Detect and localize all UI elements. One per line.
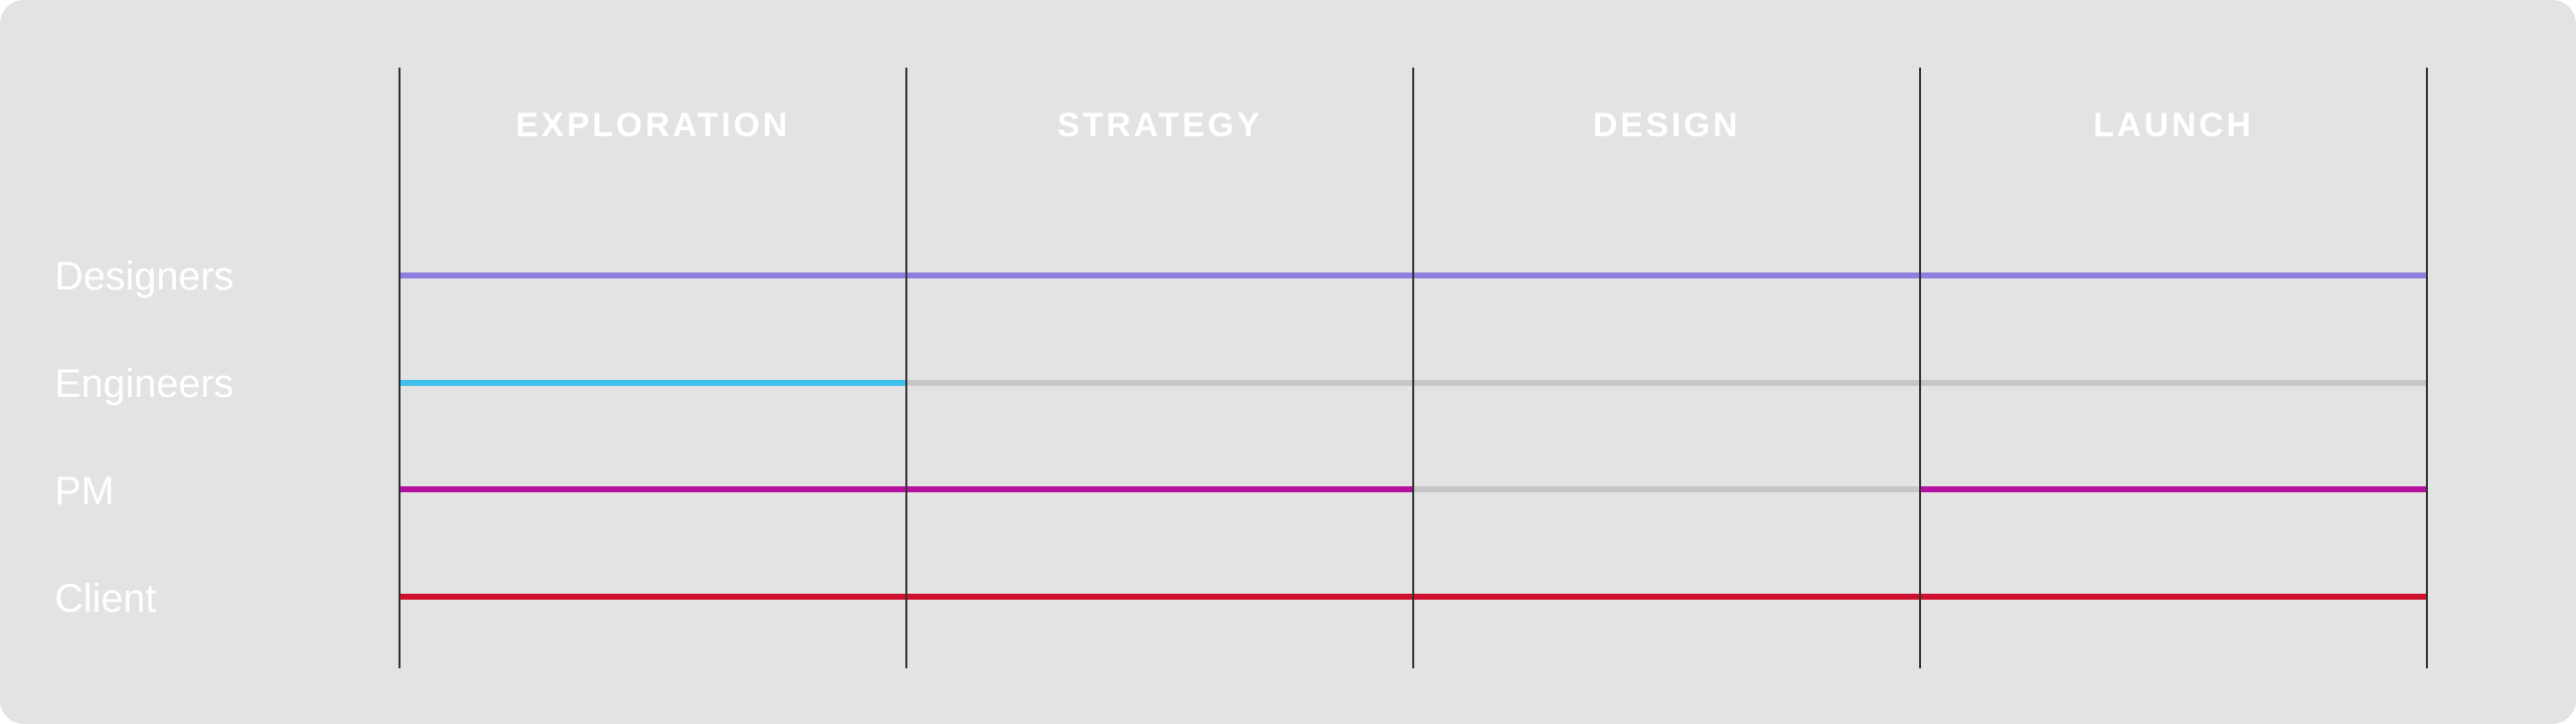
phase-label-exploration: EXPLORATION <box>515 106 791 144</box>
role-label-pm: PM <box>55 469 114 513</box>
segment-pm-design <box>1413 486 1920 492</box>
segment-pm-strategy <box>906 486 1413 492</box>
segment-client-design <box>1413 594 1920 600</box>
phase-divider <box>905 68 907 668</box>
segment-designers-design <box>1413 272 1920 278</box>
segment-engineers-launch <box>1920 380 2427 386</box>
role-label-designers: Designers <box>55 255 235 298</box>
phase-divider <box>1412 68 1414 668</box>
role-label-client: Client <box>55 577 157 621</box>
segment-designers-launch <box>1920 272 2427 278</box>
segment-pm-exploration <box>400 486 906 492</box>
segment-designers-strategy <box>906 272 1413 278</box>
segment-client-strategy <box>906 594 1413 600</box>
phase-label-strategy: STRATEGY <box>1056 106 1263 144</box>
phase-divider <box>399 68 401 668</box>
segment-pm-launch <box>1920 486 2427 492</box>
segment-engineers-design <box>1413 380 1920 386</box>
segment-engineers-exploration <box>400 380 906 386</box>
segment-engineers-strategy <box>906 380 1413 386</box>
phase-label-launch: LAUNCH <box>2093 106 2254 144</box>
role-label-engineers: Engineers <box>55 362 235 406</box>
segment-designers-exploration <box>400 272 906 278</box>
phase-label-design: DESIGN <box>1592 106 1741 144</box>
segment-client-exploration <box>400 594 906 600</box>
segment-client-launch <box>1920 594 2427 600</box>
phase-divider <box>2426 68 2428 668</box>
phase-divider <box>1919 68 1921 668</box>
